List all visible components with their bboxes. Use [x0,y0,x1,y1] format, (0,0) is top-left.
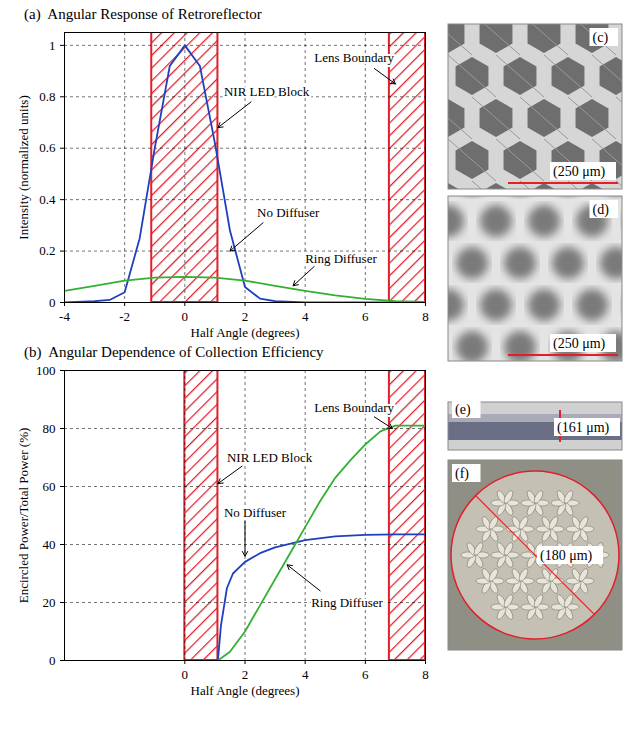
svg-text:40: 40 [43,537,56,552]
svg-text:No Diffuser: No Diffuser [224,505,287,520]
svg-text:80: 80 [43,421,56,436]
svg-text:2: 2 [242,309,249,324]
svg-text:(e): (e) [455,402,471,418]
svg-text:(250 μm): (250 μm) [553,336,606,352]
svg-text:8: 8 [422,667,429,682]
svg-text:0.4: 0.4 [39,192,56,207]
svg-text:NIR LED Block: NIR LED Block [227,450,313,465]
svg-text:0.8: 0.8 [39,89,55,104]
svg-text:Lens Boundary: Lens Boundary [314,50,394,65]
svg-text:Ring Diffuser: Ring Diffuser [305,251,377,266]
svg-text:No Diffuser: No Diffuser [257,205,320,220]
svg-text:Ring Diffuser: Ring Diffuser [311,595,383,610]
svg-text:6: 6 [362,667,369,682]
svg-text:(250 μm): (250 μm) [553,164,606,180]
svg-text:8: 8 [422,309,429,324]
svg-text:(f): (f) [455,466,469,482]
svg-text:0: 0 [49,653,56,668]
svg-text:(180 μm): (180 μm) [540,548,593,564]
svg-text:Encircled Power/Total Power (%: Encircled Power/Total Power (%) [16,428,31,604]
svg-text:20: 20 [43,595,56,610]
svg-text:Half Angle (degrees): Half Angle (degrees) [190,683,299,698]
svg-text:Half Angle (degrees): Half Angle (degrees) [190,325,299,340]
svg-text:-4: -4 [59,309,70,324]
svg-text:(c): (c) [593,30,609,46]
svg-text:4: 4 [302,309,309,324]
html-text:(a) Angular Response of Retror: (a) Angular Response of Retroreflector [24,6,262,22]
svg-text:-2: -2 [119,309,130,324]
svg-text:0: 0 [182,667,189,682]
svg-text:(d): (d) [593,202,610,218]
svg-text:60: 60 [43,479,56,494]
svg-text:100: 100 [36,363,56,378]
svg-text:(161 μm): (161 μm) [557,420,610,436]
svg-text:4: 4 [302,667,309,682]
svg-text:6: 6 [362,309,369,324]
svg-text:1: 1 [49,38,56,53]
svg-text:0.2: 0.2 [39,243,55,258]
html-text:(b) Angular Dependence of Coll: (b) Angular Dependence of Collection Eff… [24,344,324,360]
svg-text:Lens Boundary: Lens Boundary [314,400,394,415]
svg-text:Intensity (normalized units): Intensity (normalized units) [16,95,31,239]
svg-text:0.6: 0.6 [39,140,56,155]
svg-text:2: 2 [242,667,249,682]
svg-text:0: 0 [182,309,189,324]
svg-text:NIR LED Block: NIR LED Block [224,84,310,99]
svg-text:0: 0 [49,295,56,310]
